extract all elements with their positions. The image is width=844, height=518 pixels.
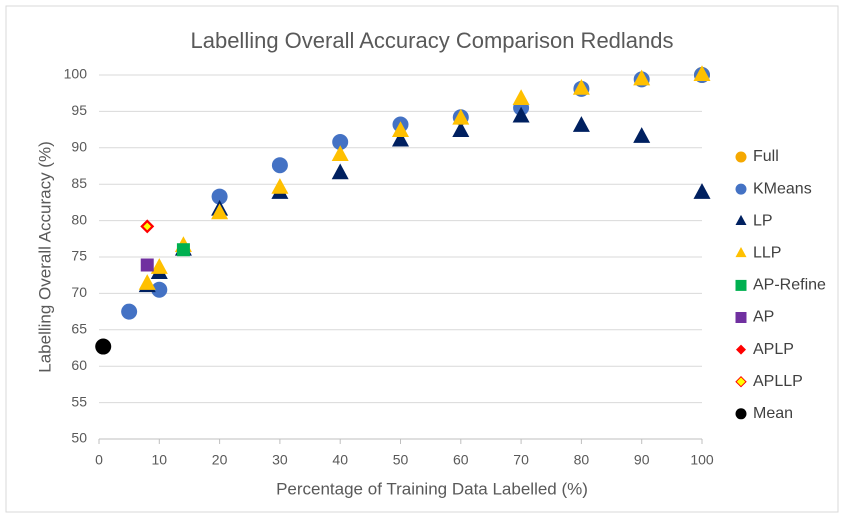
point — [95, 338, 112, 355]
y-tick-label: 75 — [71, 248, 87, 264]
legend-marker — [736, 344, 746, 355]
legend-label: APLLP — [753, 373, 803, 390]
x-axis-label: Percentage of Training Data Labelled (%) — [276, 479, 588, 498]
point — [633, 127, 651, 143]
legend-marker — [735, 183, 747, 195]
point — [332, 133, 349, 150]
legend-marker — [735, 375, 747, 388]
legend-marker — [735, 408, 747, 420]
point — [271, 157, 288, 174]
x-tick-label: 100 — [690, 452, 714, 468]
point — [271, 178, 289, 194]
y-tick-label: 80 — [71, 211, 87, 227]
y-tick-label: 55 — [71, 393, 87, 409]
y-tick-label: 60 — [71, 357, 87, 373]
legend-label: AP — [753, 309, 774, 326]
point — [572, 79, 590, 95]
x-tick-label: 0 — [95, 452, 103, 468]
x-tick-label: 70 — [513, 452, 529, 468]
y-tick-label: 50 — [71, 430, 87, 446]
legend-label: KMeans — [753, 180, 812, 197]
point — [140, 258, 154, 272]
y-tick-label: 70 — [71, 284, 87, 300]
y-tick-label: 85 — [71, 175, 87, 191]
point — [452, 121, 470, 138]
point — [142, 221, 153, 232]
point — [138, 274, 156, 290]
legend-marker — [735, 246, 747, 258]
point — [150, 258, 168, 274]
point — [211, 188, 228, 205]
x-tick-label: 10 — [152, 452, 168, 468]
point — [151, 281, 168, 298]
legend-marker — [735, 151, 747, 163]
point — [211, 203, 229, 220]
point — [693, 65, 711, 81]
x-tick-label: 80 — [574, 452, 590, 468]
x-tick-label: 50 — [393, 452, 409, 468]
x-tick-label: 20 — [212, 452, 228, 468]
point — [331, 145, 349, 162]
legend-label: LP — [753, 212, 773, 229]
chart-title: Labelling Overall Accuracy Comparison Re… — [190, 28, 673, 53]
point — [572, 116, 590, 132]
legend-label: AP-Refine — [753, 277, 826, 294]
point — [512, 106, 530, 123]
legend-marker — [735, 312, 747, 323]
y-tick-label: 65 — [71, 321, 87, 337]
y-axis-label: Labelling Overall Accuracy (%) — [35, 141, 54, 372]
y-tick-label: 95 — [71, 102, 87, 118]
chart-frame — [5, 5, 839, 513]
point — [693, 183, 711, 199]
point — [392, 121, 409, 138]
legend-marker — [735, 214, 747, 226]
x-tick-label: 60 — [453, 452, 469, 468]
x-tick-label: 90 — [634, 452, 650, 468]
point — [512, 89, 530, 105]
point — [392, 130, 409, 147]
legend-label: LLP — [753, 245, 781, 262]
x-tick-label: 30 — [272, 452, 288, 468]
legend-label: APLP — [753, 341, 794, 358]
y-tick-label: 90 — [71, 139, 87, 155]
point — [176, 243, 190, 257]
point — [633, 69, 651, 86]
point — [121, 303, 138, 320]
legend-marker — [735, 279, 747, 291]
point — [452, 108, 470, 125]
x-tick-label: 40 — [332, 452, 348, 468]
y-tick-label: 100 — [64, 66, 88, 82]
legend-label: Full — [753, 148, 779, 165]
legend-label: Mean — [753, 405, 793, 422]
point — [331, 163, 349, 180]
